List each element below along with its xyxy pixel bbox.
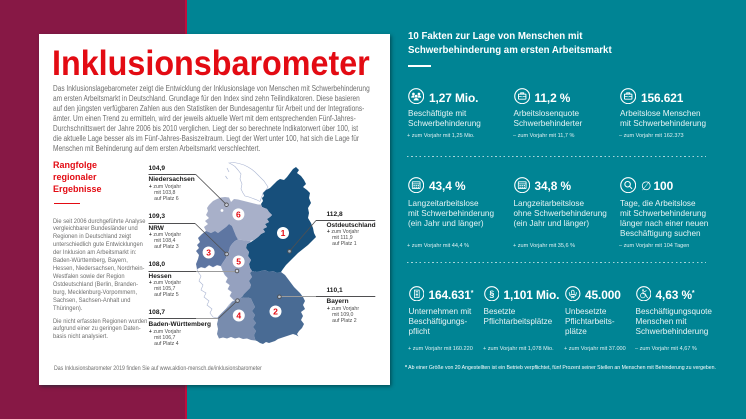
svg-text:5: 5 xyxy=(236,257,241,267)
svg-text:3: 3 xyxy=(206,248,211,258)
svg-text:6: 6 xyxy=(236,210,241,220)
svg-text:4: 4 xyxy=(236,311,241,321)
svg-text:1: 1 xyxy=(281,228,286,238)
svg-text:2: 2 xyxy=(273,307,278,317)
svg-text:§: § xyxy=(489,288,494,298)
